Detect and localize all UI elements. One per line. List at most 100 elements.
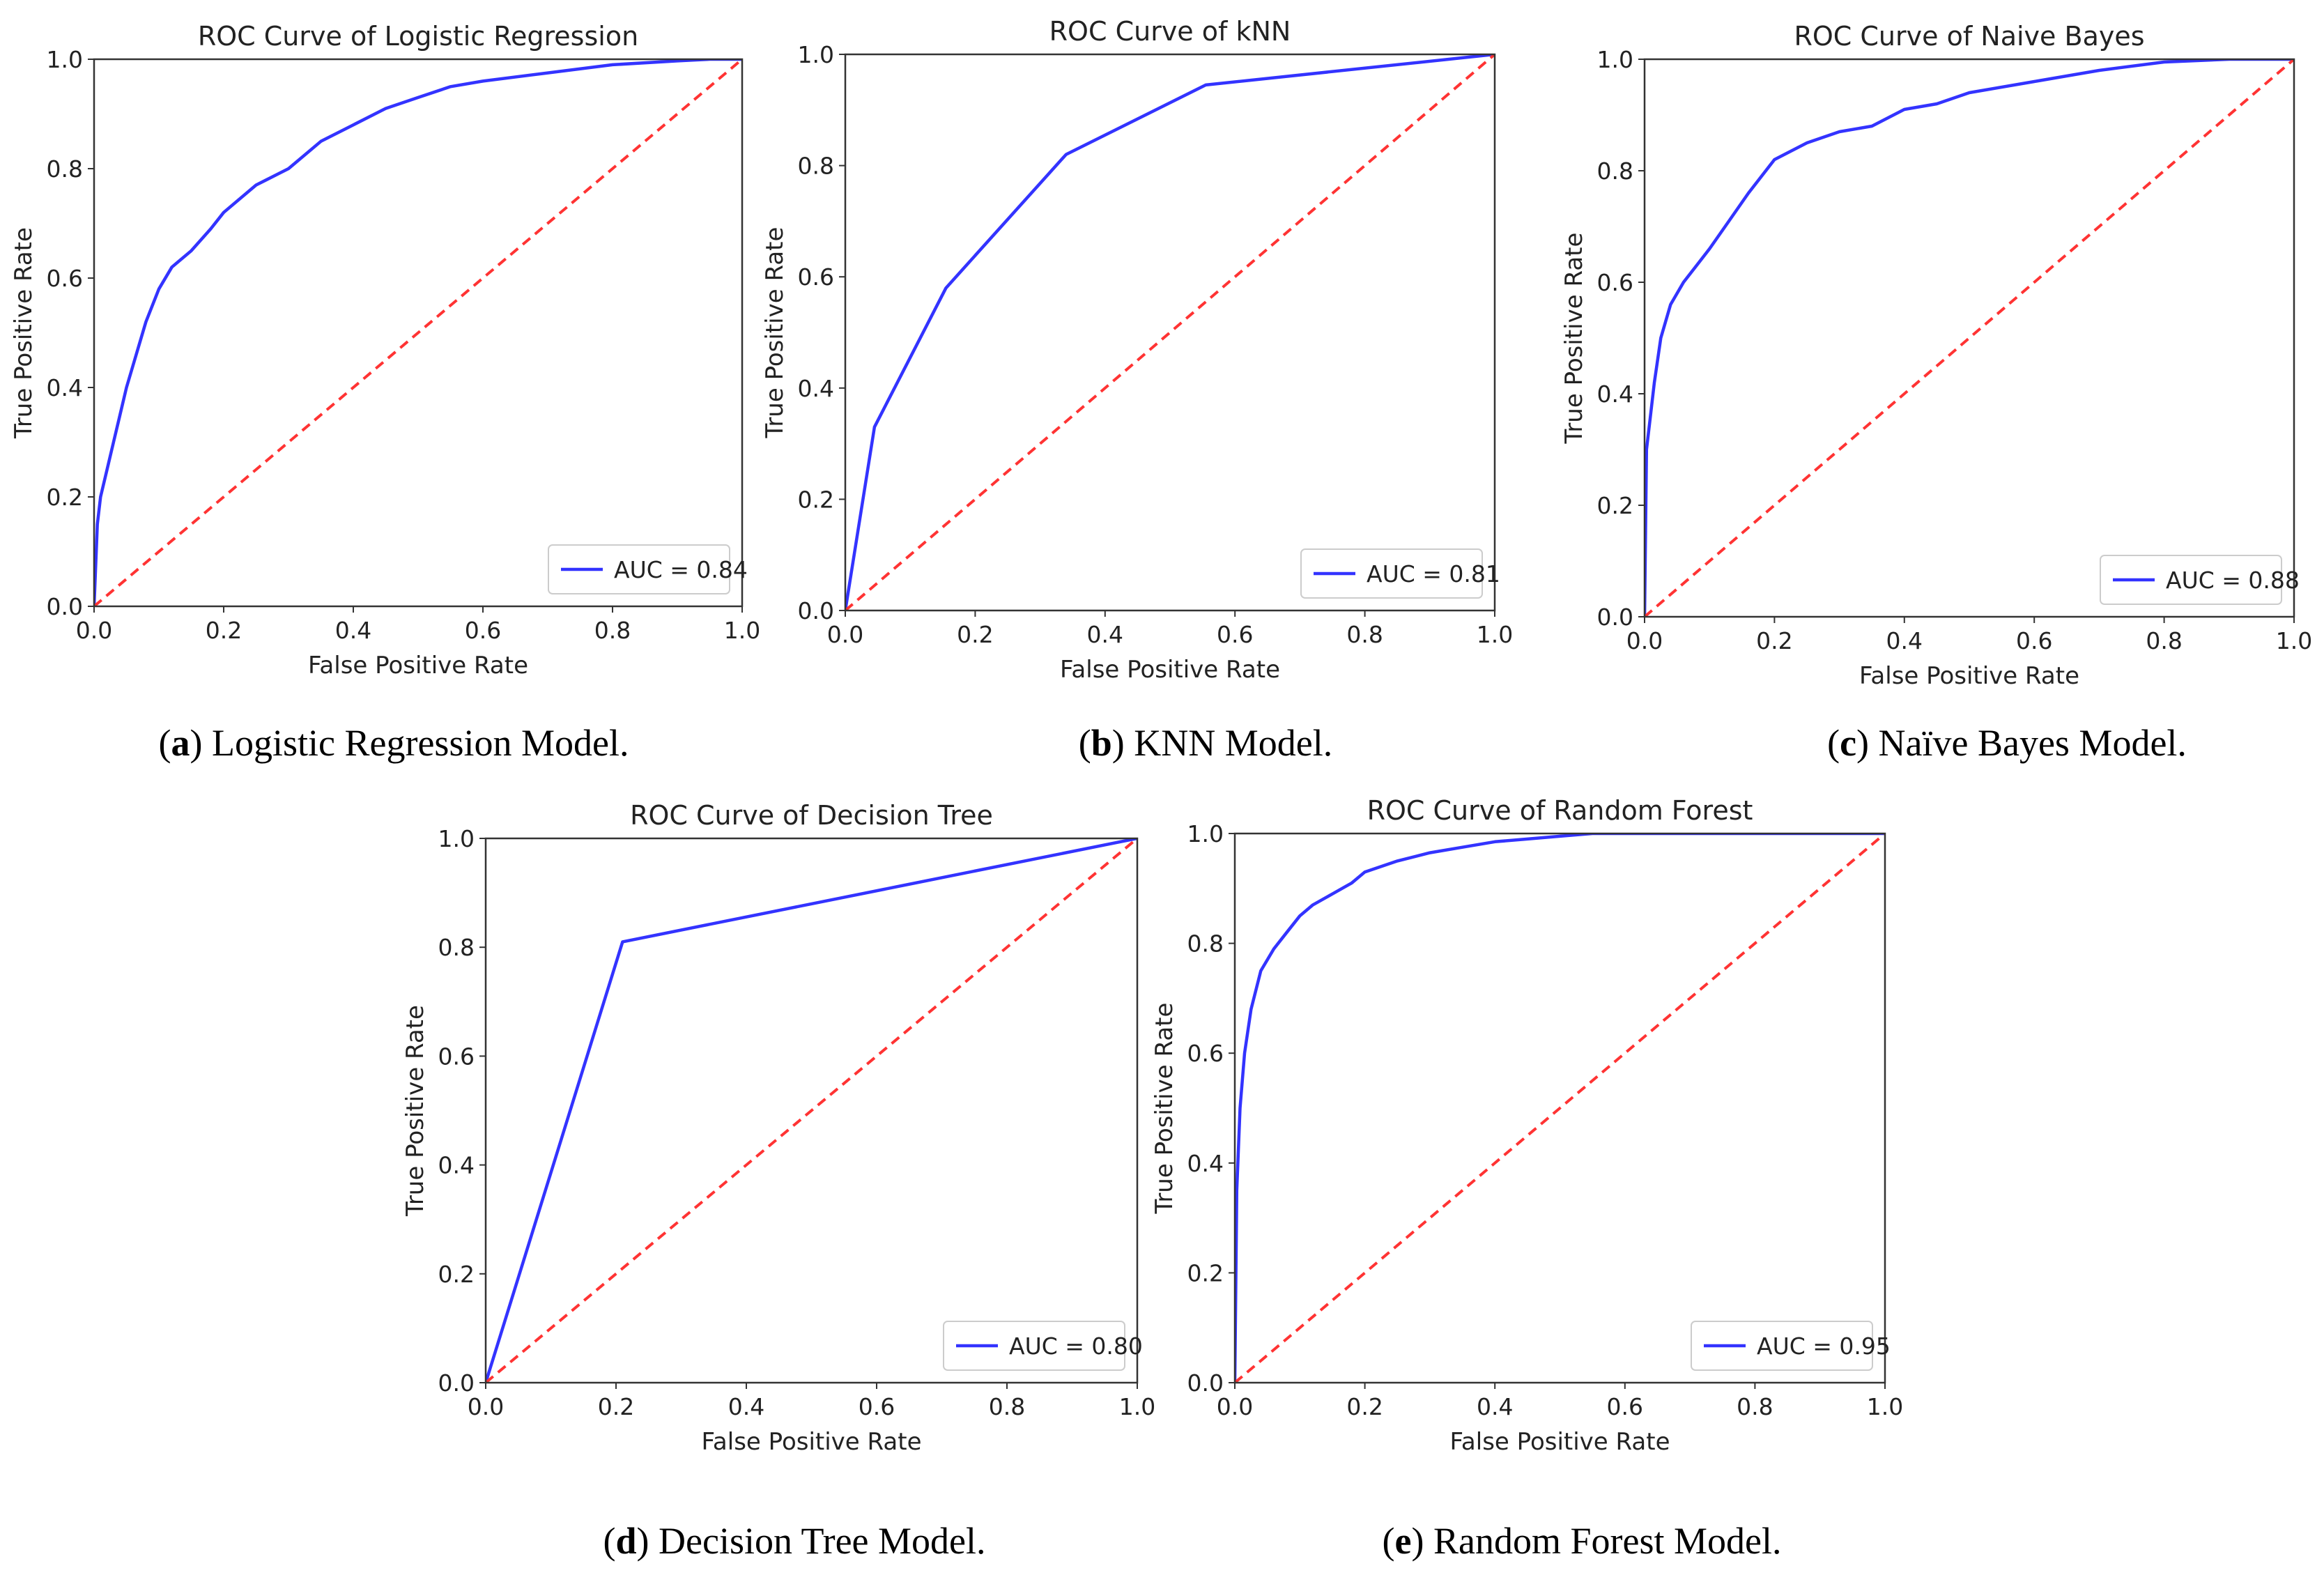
legend-label: AUC = 0.88 xyxy=(2166,567,2300,594)
x-tick-label: 0.2 xyxy=(1756,627,1792,654)
y-tick-label: 0.2 xyxy=(798,486,834,513)
x-tick-label: 0.8 xyxy=(989,1393,1025,1420)
legend-box xyxy=(1691,1321,1873,1371)
plot-frame xyxy=(93,58,744,608)
diagonal-reference-line xyxy=(845,54,1495,610)
caption-d: (d) Decision Tree Model. xyxy=(603,1520,986,1562)
chart-4: ROC Curve of Decision Tree 0.0 0.2 0.4 0.6 0.… xyxy=(401,800,1155,1456)
legend-box xyxy=(1300,548,1483,599)
x-tick-label: 0.0 xyxy=(827,621,863,648)
y-tick-label: 1.0 xyxy=(798,41,834,68)
y-tick-label: 0.6 xyxy=(798,263,834,291)
y-tick-label: 0.4 xyxy=(1597,381,1633,408)
x-axis-label: False Positive Rate xyxy=(702,1428,922,1456)
diagonal-reference-line xyxy=(1235,834,1885,1383)
y-tick-label: 0.8 xyxy=(47,155,83,183)
x-tick-label: 0.4 xyxy=(335,617,371,644)
y-tick-label: 0.2 xyxy=(438,1261,475,1288)
plot-frame xyxy=(1233,832,1886,1384)
y-axis-label: True Positive Rate xyxy=(10,227,38,439)
x-tick-label: 0.4 xyxy=(728,1393,764,1420)
x-axis-label: False Positive Rate xyxy=(1859,662,2079,690)
x-axis-label: False Positive Rate xyxy=(308,652,528,679)
x-tick-label: 0.0 xyxy=(76,617,112,644)
legend: AUC = 0.95 xyxy=(1691,1321,1891,1371)
x-tick-label: 0.8 xyxy=(1737,1393,1773,1420)
y-tick-label: 0.4 xyxy=(47,374,83,401)
x-tick-label: 0.6 xyxy=(1607,1393,1643,1420)
x-tick-label: 0.4 xyxy=(1477,1393,1513,1420)
y-tick-label: 0.4 xyxy=(438,1152,475,1179)
x-tick-label: 0.6 xyxy=(465,617,501,644)
y-tick-label: 0.6 xyxy=(1187,1040,1224,1067)
y-tick-label: 0.0 xyxy=(798,597,834,624)
caption-a: (a) Logistic Regression Model. xyxy=(158,722,629,764)
legend-label: AUC = 0.81 xyxy=(1367,560,1500,588)
roc-curve-line xyxy=(1235,834,1885,1383)
x-tick-label: 0.8 xyxy=(1346,621,1383,648)
x-tick-label: 0.8 xyxy=(2146,627,2182,654)
chart-title: ROC Curve of Logistic Regression xyxy=(198,21,638,52)
y-axis-label: True Positive Rate xyxy=(401,1005,429,1217)
legend: AUC = 0.80 xyxy=(943,1321,1143,1371)
x-tick-label: 0.0 xyxy=(1217,1393,1253,1420)
chart-title: ROC Curve of kNN xyxy=(1049,16,1291,47)
x-axis-label: False Positive Rate xyxy=(1450,1428,1670,1456)
x-tick-label: 0.8 xyxy=(594,617,631,644)
y-axis-label: True Positive Rate xyxy=(1560,233,1588,445)
legend-box xyxy=(2100,555,2282,605)
caption-c: (c) Naïve Bayes Model. xyxy=(1827,722,2187,764)
legend-label: AUC = 0.80 xyxy=(1009,1333,1143,1360)
legend: AUC = 0.84 xyxy=(548,544,748,594)
y-tick-label: 0.6 xyxy=(47,265,83,292)
y-tick-label: 0.0 xyxy=(438,1369,475,1397)
caption-b: (b) KNN Model. xyxy=(1078,722,1333,764)
y-tick-label: 0.6 xyxy=(438,1043,475,1070)
y-tick-label: 0.8 xyxy=(438,934,475,961)
y-tick-label: 1.0 xyxy=(438,825,475,852)
chart-title: ROC Curve of Decision Tree xyxy=(630,800,993,831)
y-tick-label: 0.0 xyxy=(1187,1369,1224,1397)
x-tick-label: 1.0 xyxy=(1119,1393,1155,1420)
legend-label: AUC = 0.84 xyxy=(614,556,748,583)
plot-frame xyxy=(1643,58,2295,618)
plot-frame xyxy=(484,837,1139,1384)
diagonal-reference-line xyxy=(486,838,1137,1383)
roc-curve-line xyxy=(94,59,742,606)
y-tick-label: 0.4 xyxy=(798,375,834,402)
x-tick-label: 1.0 xyxy=(2276,627,2312,654)
chart-title: ROC Curve of Random Forest xyxy=(1367,795,1753,826)
x-tick-label: 1.0 xyxy=(724,617,760,644)
y-tick-label: 1.0 xyxy=(1187,820,1224,847)
x-tick-label: 0.2 xyxy=(206,617,242,644)
y-tick-label: 1.0 xyxy=(47,46,83,73)
x-axis-label: False Positive Rate xyxy=(1060,656,1280,684)
chart-2: ROC Curve of kNN 0.0 0.2 0.4 0.6 0.8 1.0 0.0 0.2… xyxy=(761,16,1513,684)
x-tick-label: 0.4 xyxy=(1087,621,1123,648)
y-tick-label: 0.8 xyxy=(1187,930,1224,958)
diagonal-reference-line xyxy=(1645,59,2294,617)
legend-label: AUC = 0.95 xyxy=(1757,1333,1891,1360)
diagonal-reference-line xyxy=(94,59,742,606)
x-tick-label: 0.2 xyxy=(1346,1393,1383,1420)
y-axis-label: True Positive Rate xyxy=(1151,1003,1178,1215)
y-tick-label: 0.4 xyxy=(1187,1150,1224,1177)
y-tick-label: 0.0 xyxy=(1597,604,1633,631)
y-tick-label: 0.2 xyxy=(47,484,83,511)
roc-curve-line xyxy=(845,54,1495,610)
y-tick-label: 0.2 xyxy=(1597,492,1633,519)
x-tick-label: 0.4 xyxy=(1886,627,1923,654)
legend: AUC = 0.81 xyxy=(1300,548,1500,599)
y-tick-label: 0.6 xyxy=(1597,269,1633,296)
caption-e: (e) Random Forest Model. xyxy=(1382,1520,1782,1562)
y-axis-label: True Positive Rate xyxy=(761,227,789,439)
chart-title: ROC Curve of Naive Bayes xyxy=(1794,21,2144,52)
x-tick-label: 0.6 xyxy=(2016,627,2052,654)
x-tick-label: 1.0 xyxy=(1477,621,1513,648)
x-tick-label: 0.6 xyxy=(1217,621,1253,648)
x-tick-label: 0.0 xyxy=(1626,627,1663,654)
legend-box xyxy=(943,1321,1125,1371)
roc-curve-line xyxy=(1645,59,2294,617)
y-tick-label: 0.8 xyxy=(798,153,834,180)
